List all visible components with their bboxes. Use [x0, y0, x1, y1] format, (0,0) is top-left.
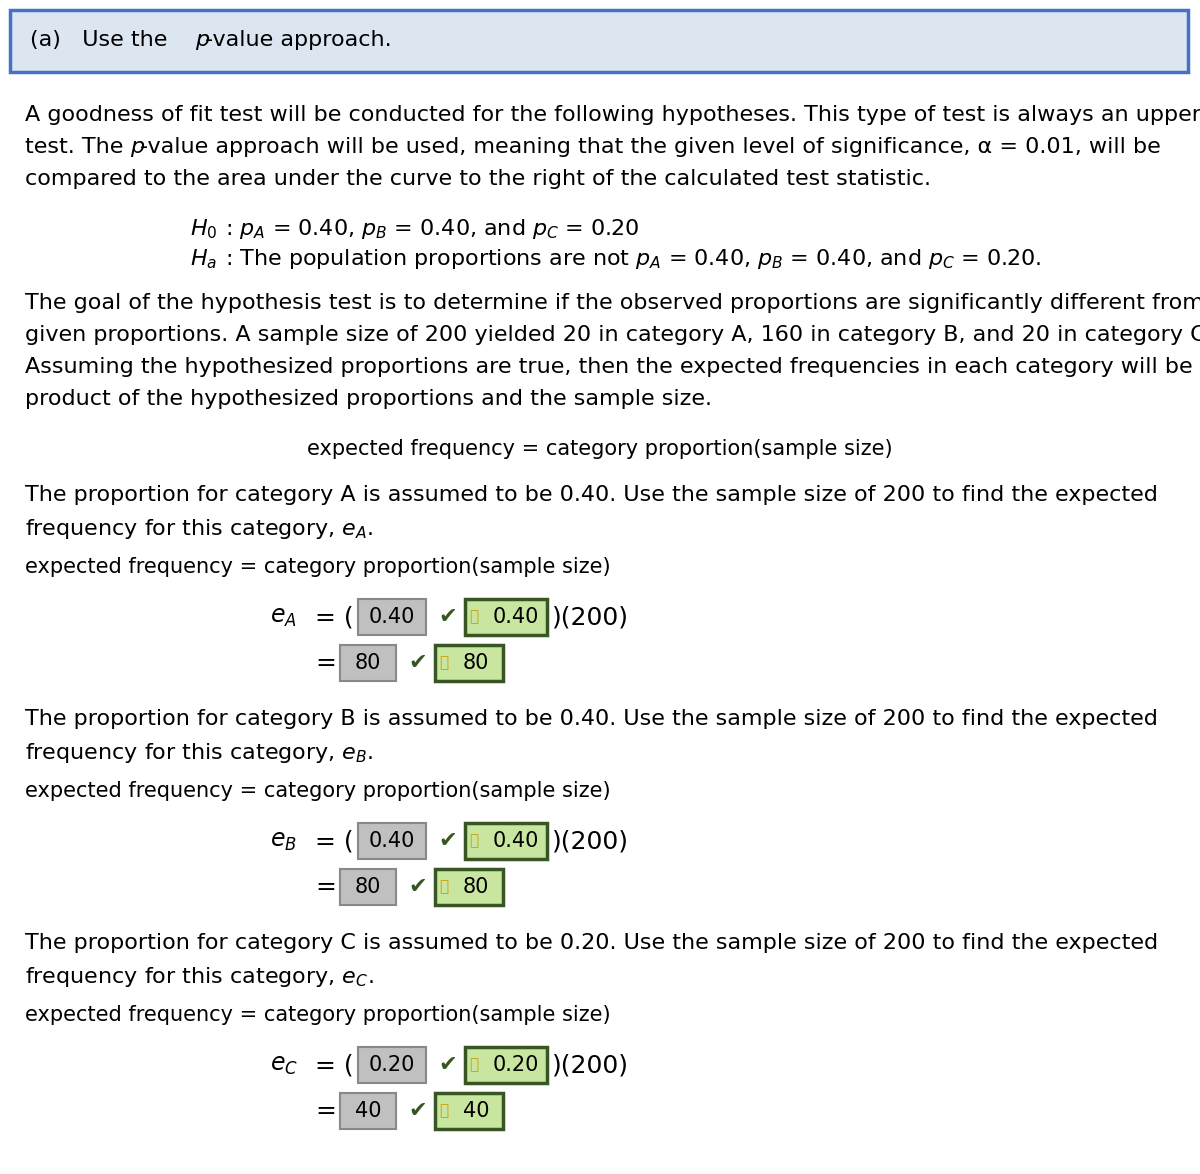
Text: 0.40: 0.40 [368, 831, 415, 851]
Text: The proportion for category C is assumed to be 0.20. Use the sample size of 200 : The proportion for category C is assumed… [25, 933, 1158, 953]
Text: frequency for this category, $e_C$.: frequency for this category, $e_C$. [25, 965, 373, 989]
FancyBboxPatch shape [436, 869, 503, 905]
Text: given proportions. A sample size of 200 yielded 20 in category A, 160 in categor: given proportions. A sample size of 200 … [25, 325, 1200, 345]
Text: expected frequency = category proportion(sample size): expected frequency = category proportion… [25, 556, 611, 576]
Text: test. The: test. The [25, 137, 131, 157]
Text: )(200): )(200) [552, 1053, 629, 1077]
Text: )(200): )(200) [552, 605, 629, 629]
Text: 0.20: 0.20 [493, 1055, 539, 1075]
Text: ✔: ✔ [408, 877, 427, 897]
Text: 🔑: 🔑 [439, 879, 448, 895]
Text: compared to the area under the curve to the right of the calculated test statist: compared to the area under the curve to … [25, 169, 931, 189]
FancyBboxPatch shape [10, 11, 1188, 72]
Text: Assuming the hypothesized proportions are true, then the expected frequencies in: Assuming the hypothesized proportions ar… [25, 357, 1200, 377]
Text: ✔: ✔ [438, 831, 457, 851]
Text: ✔: ✔ [438, 1055, 457, 1075]
FancyBboxPatch shape [436, 1093, 503, 1129]
FancyBboxPatch shape [466, 599, 547, 635]
Text: $e_A$: $e_A$ [270, 605, 296, 629]
FancyBboxPatch shape [340, 869, 396, 905]
FancyBboxPatch shape [358, 823, 426, 859]
Text: =: = [314, 652, 336, 675]
Text: A goodness of fit test will be conducted for the following hypotheses. This type: A goodness of fit test will be conducted… [25, 104, 1200, 124]
Text: frequency for this category, $e_A$.: frequency for this category, $e_A$. [25, 517, 373, 541]
Text: -value approach will be used, meaning that the given level of significance, α = : -value approach will be used, meaning th… [140, 137, 1160, 157]
FancyBboxPatch shape [358, 599, 426, 635]
Text: 0.40: 0.40 [493, 607, 539, 627]
Text: 40: 40 [355, 1101, 382, 1121]
Text: The proportion for category B is assumed to be 0.40. Use the sample size of 200 : The proportion for category B is assumed… [25, 709, 1158, 729]
FancyBboxPatch shape [340, 1093, 396, 1129]
Text: 40: 40 [463, 1101, 490, 1121]
FancyBboxPatch shape [340, 645, 396, 681]
Text: 0.20: 0.20 [368, 1055, 415, 1075]
FancyBboxPatch shape [466, 1047, 547, 1082]
Text: -value approach.: -value approach. [205, 31, 391, 50]
FancyBboxPatch shape [466, 823, 547, 859]
Text: 0.40: 0.40 [493, 831, 539, 851]
Text: )(200): )(200) [552, 829, 629, 853]
Text: =: = [314, 875, 336, 899]
Text: ✔: ✔ [408, 1101, 427, 1121]
Text: =: = [314, 1099, 336, 1124]
Text: expected frequency = category proportion(sample size): expected frequency = category proportion… [307, 439, 893, 459]
Text: ✔: ✔ [438, 607, 457, 627]
Text: expected frequency = category proportion(sample size): expected frequency = category proportion… [25, 781, 611, 801]
Text: The goal of the hypothesis test is to determine if the observed proportions are : The goal of the hypothesis test is to de… [25, 294, 1200, 313]
Text: $e_C$: $e_C$ [270, 1053, 298, 1077]
Text: 🔑: 🔑 [439, 1104, 448, 1119]
Text: 80: 80 [463, 653, 490, 673]
Text: product of the hypothesized proportions and the sample size.: product of the hypothesized proportions … [25, 389, 712, 409]
FancyBboxPatch shape [436, 645, 503, 681]
Text: 🔑: 🔑 [439, 655, 448, 670]
Text: : The population proportions are not $p_A$ = 0.40, $p_B$ = 0.40, and $p_C$ = 0.2: : The population proportions are not $p_… [226, 247, 1042, 271]
Text: 80: 80 [463, 877, 490, 897]
Text: ✔: ✔ [408, 653, 427, 673]
Text: The proportion for category A is assumed to be 0.40. Use the sample size of 200 : The proportion for category A is assumed… [25, 485, 1158, 505]
Text: $e_B$: $e_B$ [270, 829, 296, 853]
Text: $H_0$: $H_0$ [190, 217, 217, 241]
Text: 80: 80 [355, 877, 382, 897]
Text: p: p [130, 137, 144, 157]
Text: 0.40: 0.40 [368, 607, 415, 627]
FancyBboxPatch shape [358, 1047, 426, 1082]
Text: = (: = ( [314, 1053, 354, 1077]
Text: $H_a$: $H_a$ [190, 247, 217, 270]
Text: = (: = ( [314, 605, 354, 629]
Text: : $p_A$ = 0.40, $p_B$ = 0.40, and $p_C$ = 0.20: : $p_A$ = 0.40, $p_B$ = 0.40, and $p_C$ … [226, 217, 640, 241]
Text: p: p [194, 31, 209, 50]
Text: frequency for this category, $e_B$.: frequency for this category, $e_B$. [25, 741, 373, 765]
Text: 80: 80 [355, 653, 382, 673]
Text: = (: = ( [314, 829, 354, 853]
Text: (a)   Use the: (a) Use the [30, 31, 174, 50]
Text: expected frequency = category proportion(sample size): expected frequency = category proportion… [25, 1005, 611, 1025]
Text: 🔑: 🔑 [469, 1058, 478, 1073]
Text: 🔑: 🔑 [469, 834, 478, 849]
Text: 🔑: 🔑 [469, 609, 478, 625]
